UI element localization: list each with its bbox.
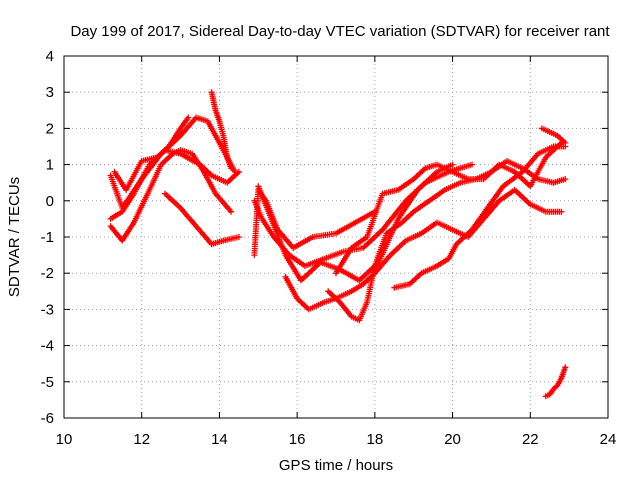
x-tick-label: 16 [289,431,306,448]
tick-marks [63,55,609,419]
x-tick-label: 18 [367,431,384,448]
series-markers [111,114,192,193]
x-tick-label: 24 [600,431,617,448]
series-track-9 [255,161,456,284]
y-tick-label: 3 [46,84,54,101]
series-track-4 [111,114,192,193]
series-track-15 [542,364,569,400]
y-tick-label: -5 [41,374,54,391]
series-track-14 [538,125,569,146]
y-tick-label: 1 [46,157,54,174]
x-tick-label: 12 [133,431,150,448]
y-tick-label: 0 [46,193,54,210]
y-tick-label: 4 [46,48,54,65]
series-track-6 [208,89,235,172]
y-tick-labels: 4 3 2 1 0 -1 -2 -3 -4 -5 -6 [41,48,54,427]
x-tick-label: 20 [444,431,461,448]
series-markers [107,147,235,244]
series-markers [208,89,235,172]
chart-title: Day 199 of 2017, Sidereal Day-to-day VTE… [70,23,610,40]
x-tick-label: 14 [211,431,228,448]
series-markers [162,190,242,248]
data-series [107,89,569,400]
series-markers [391,143,569,291]
y-tick-label: -4 [41,338,54,355]
x-tick-label: 22 [522,431,539,448]
series-markers [538,125,569,146]
series-track-3 [107,147,235,244]
y-tick-label: -6 [41,410,54,427]
x-tick-labels: 10 12 14 16 18 20 22 24 [56,431,617,448]
y-tick-label: 2 [46,120,54,137]
grid [64,56,608,418]
y-tick-label: -1 [41,229,54,246]
x-axis-label: GPS time / hours [279,457,393,474]
y-tick-label: -3 [41,301,54,318]
series-track-13 [391,143,569,291]
y-axis-label: SDTVAR / TECUs [6,177,23,297]
series-markers [255,161,456,284]
y-tick-label: -2 [41,265,54,282]
x-tick-label: 10 [56,431,73,448]
series-markers [542,364,569,400]
series-track-5 [162,190,242,248]
